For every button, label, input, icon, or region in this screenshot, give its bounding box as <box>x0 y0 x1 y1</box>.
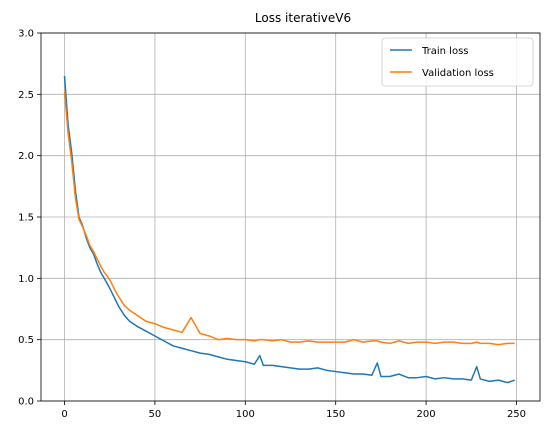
series-lines <box>63 75 515 384</box>
axis-ticks: 0 50 100 150 200 250 0.0 0.5 1.0 1.5 2.0 2.5 3.0 <box>18 29 526 421</box>
legend-label-train: Train loss <box>421 46 469 57</box>
x-tick-label: 200 <box>417 409 436 420</box>
grid <box>41 32 540 402</box>
x-tick-label: 0 <box>61 409 67 420</box>
y-tick-label: 0.0 <box>18 397 34 408</box>
y-tick-label: 1.5 <box>18 213 34 224</box>
x-tick-label: 250 <box>507 409 526 420</box>
x-tick-label: 150 <box>326 409 345 420</box>
x-tick-label: 100 <box>236 409 255 420</box>
y-tick-label: 2.0 <box>18 151 34 162</box>
y-tick-label: 1.0 <box>18 274 34 285</box>
chart-title: Loss iterativeV6 <box>255 11 351 25</box>
legend-box <box>381 37 534 87</box>
train-loss-line <box>63 75 515 384</box>
x-tick-label: 50 <box>149 409 162 420</box>
y-tick-label: 2.5 <box>18 90 34 101</box>
validation-loss-line <box>63 91 515 346</box>
y-tick-label: 3.0 <box>18 29 34 40</box>
y-tick-label: 0.5 <box>18 335 34 346</box>
legend-label-validation: Validation loss <box>422 68 494 79</box>
legend: Train loss Validation loss <box>381 37 534 87</box>
